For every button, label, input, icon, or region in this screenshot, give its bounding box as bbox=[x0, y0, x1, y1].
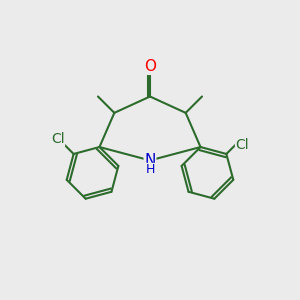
Text: O: O bbox=[144, 59, 156, 74]
Text: H: H bbox=[145, 164, 155, 176]
Text: N: N bbox=[144, 153, 156, 168]
Text: Cl: Cl bbox=[236, 138, 249, 152]
Text: Cl: Cl bbox=[51, 132, 64, 146]
